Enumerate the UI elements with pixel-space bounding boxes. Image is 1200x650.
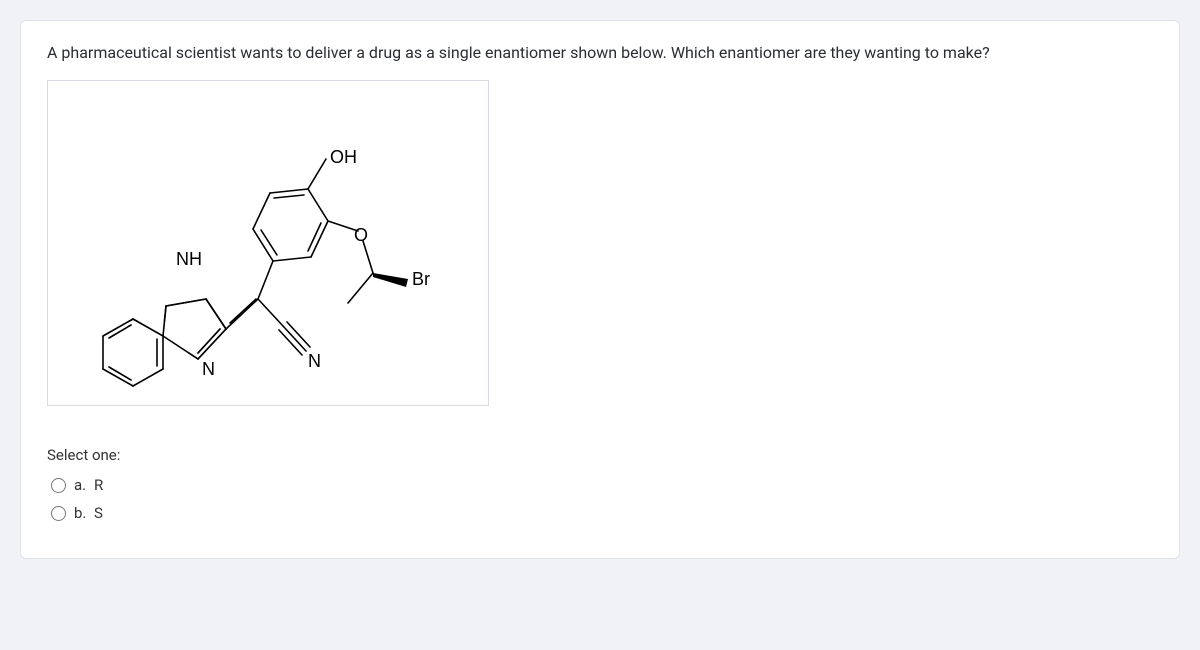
option-b[interactable]: b. S [51, 504, 1153, 522]
question-card: A pharmaceutical scientist wants to deli… [20, 20, 1180, 559]
atom-labels: OH O Br NH N N [176, 147, 430, 379]
label-o: O [354, 225, 368, 245]
question-text: A pharmaceutical scientist wants to deli… [47, 43, 1153, 62]
option-b-label: S [94, 504, 103, 522]
option-a-label: R [94, 476, 103, 494]
option-a-radio[interactable] [51, 478, 66, 493]
label-n1: N [202, 359, 215, 379]
select-one-prompt: Select one: [47, 446, 1153, 464]
molecule-image-box: OH O Br NH N N [47, 80, 489, 406]
label-nh: NH [176, 249, 202, 269]
label-n2: N [308, 351, 321, 371]
option-a[interactable]: a. R [51, 476, 1153, 494]
option-b-radio[interactable] [51, 506, 66, 521]
molecule-svg: OH O Br NH N N [48, 81, 488, 401]
option-b-letter: b. [74, 504, 94, 522]
label-br: Br [412, 269, 430, 289]
option-a-letter: a. [74, 476, 94, 494]
label-oh: OH [330, 147, 357, 167]
